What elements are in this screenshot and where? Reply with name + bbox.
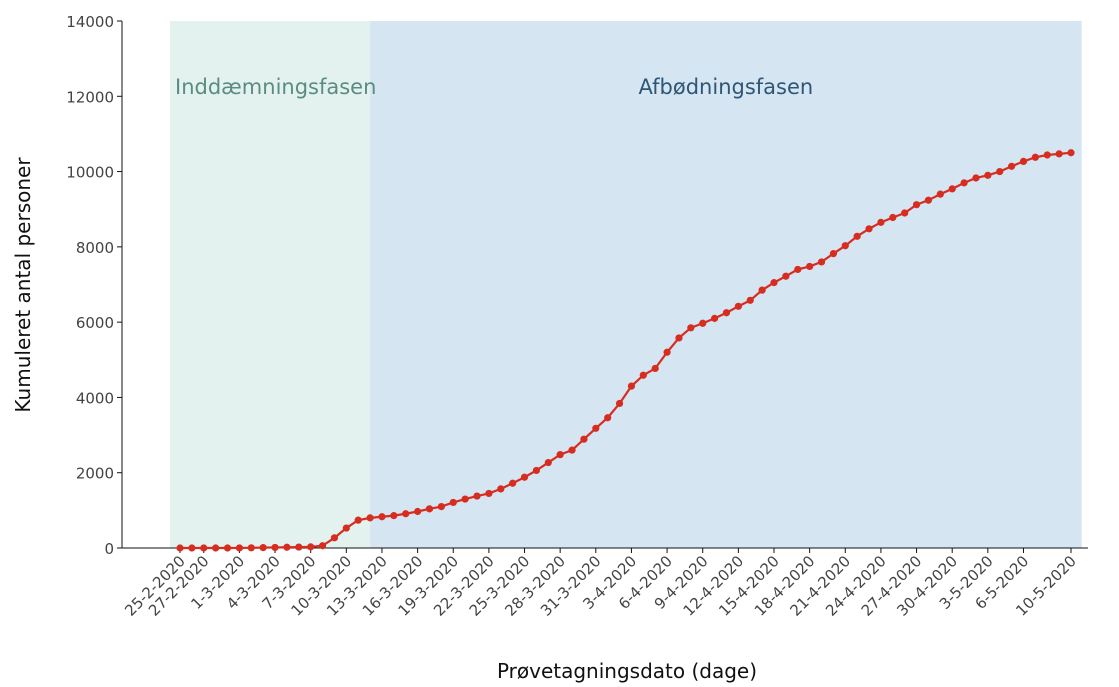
data-point — [889, 213, 897, 222]
phase-label: Afbødningsfasen — [639, 75, 814, 99]
data-point — [1067, 149, 1075, 157]
data-point — [402, 510, 410, 518]
data-point — [330, 534, 339, 542]
data-point — [675, 334, 683, 342]
data-point — [924, 196, 933, 204]
data-point — [794, 265, 802, 274]
data-point — [342, 524, 350, 532]
y-tick-label: 4000 — [76, 389, 114, 407]
data-point — [318, 542, 327, 550]
phase-band — [370, 21, 1082, 548]
data-point — [996, 167, 1004, 176]
y-tick-label: 2000 — [76, 465, 114, 483]
data-point — [520, 473, 529, 481]
data-point — [1055, 150, 1063, 158]
data-point — [604, 414, 612, 422]
data-point — [711, 314, 719, 322]
data-point — [497, 485, 505, 493]
data-point — [901, 209, 909, 217]
data-point — [734, 302, 742, 310]
data-point — [354, 516, 362, 524]
data-point — [176, 544, 184, 552]
data-point — [615, 399, 624, 408]
data-point — [722, 309, 731, 317]
series-line — [180, 151, 1072, 550]
data-point — [829, 250, 838, 258]
data-point — [235, 544, 243, 552]
data-point — [223, 544, 232, 552]
y-axis-title: Kumuleret antal personer — [11, 157, 35, 413]
data-point — [390, 512, 398, 520]
data-point — [687, 324, 695, 332]
data-point — [556, 451, 564, 459]
data-point — [853, 232, 861, 240]
data-point — [378, 513, 386, 521]
data-point — [247, 544, 255, 552]
data-point — [283, 543, 291, 551]
y-tick-label: 14000 — [66, 13, 114, 31]
data-point — [544, 458, 552, 467]
data-point — [200, 544, 208, 552]
phase-band — [170, 21, 371, 548]
data-point — [366, 514, 374, 522]
data-point — [627, 382, 636, 390]
data-point — [651, 364, 659, 373]
data-point — [948, 185, 956, 193]
data-point — [1043, 151, 1051, 159]
data-point — [1019, 157, 1028, 166]
data-point — [449, 498, 457, 507]
data-point — [580, 435, 588, 443]
data-point — [259, 544, 267, 552]
y-tick-label: 12000 — [66, 88, 114, 106]
data-point — [699, 319, 707, 327]
data-point — [972, 174, 980, 182]
data-point — [960, 179, 968, 187]
data-point — [425, 505, 434, 513]
data-point — [437, 502, 445, 511]
y-tick-label: 6000 — [76, 314, 114, 332]
data-point — [746, 296, 754, 304]
data-point — [639, 371, 647, 379]
data-point — [485, 489, 493, 498]
data-point — [532, 466, 541, 475]
data-point — [817, 258, 826, 266]
data-point — [1031, 153, 1039, 161]
data-point — [877, 218, 885, 226]
data-point — [936, 190, 944, 198]
data-point — [188, 544, 196, 552]
data-point — [295, 543, 303, 551]
data-point — [271, 543, 279, 552]
data-point — [770, 279, 778, 287]
data-point — [984, 171, 992, 179]
data-point — [592, 424, 600, 432]
y-tick-label: 0 — [104, 540, 114, 558]
data-point — [912, 201, 921, 209]
data-point — [841, 242, 849, 250]
phase-label: Inddæmningsfasen — [175, 75, 376, 99]
data-point — [806, 262, 814, 271]
x-axis-title: Prøvetagningsdato (dage) — [497, 659, 757, 683]
data-point — [212, 544, 220, 552]
data-point — [461, 495, 469, 503]
data-point — [509, 479, 517, 487]
data-point — [758, 286, 766, 294]
data-point — [414, 507, 422, 516]
data-point — [473, 492, 481, 500]
y-tick-label: 10000 — [66, 164, 114, 182]
data-point — [663, 348, 671, 356]
data-point — [568, 446, 576, 454]
data-point — [307, 543, 315, 551]
data-point — [865, 225, 873, 233]
data-point — [782, 272, 790, 280]
y-tick-label: 8000 — [76, 239, 114, 257]
data-point — [1008, 162, 1016, 170]
